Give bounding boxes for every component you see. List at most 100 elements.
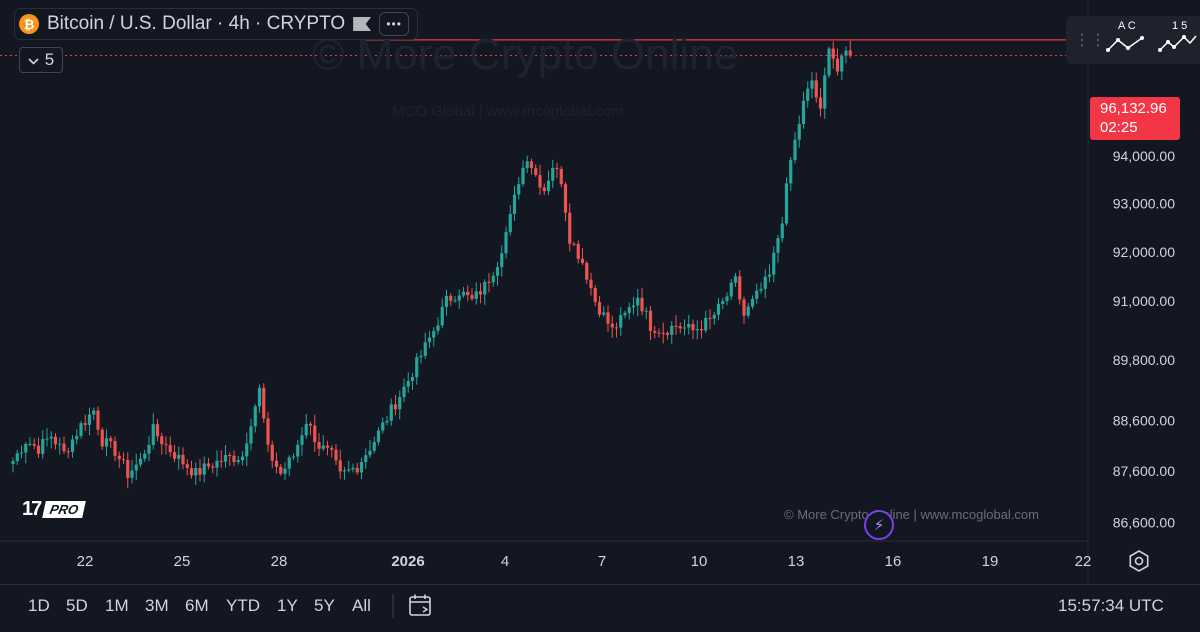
candle-body	[725, 296, 729, 302]
candle-body	[772, 252, 776, 275]
candle-body	[767, 274, 772, 277]
candle-body	[147, 444, 151, 454]
candle-body	[24, 444, 28, 453]
candle-body	[538, 175, 542, 188]
indicator-wave-abc[interactable]: A C	[1106, 20, 1146, 60]
candle-body	[551, 167, 555, 181]
candle-body	[653, 330, 657, 333]
candle-body	[512, 194, 517, 214]
candle-body	[274, 460, 279, 467]
candle-body	[130, 470, 134, 478]
candle-body	[321, 445, 325, 449]
settings-icon[interactable]	[1128, 550, 1150, 572]
candle-body	[194, 468, 198, 476]
time-tick-label: 10	[691, 553, 708, 570]
separator: ·	[255, 13, 262, 34]
candle-body	[100, 429, 104, 447]
candle-body	[461, 291, 466, 296]
price-tick-label: 93,000.00	[1113, 196, 1175, 212]
candle-body	[602, 312, 606, 315]
candle-body	[750, 298, 755, 307]
price-tick-label: 89,800.00	[1113, 352, 1175, 368]
candle-body	[678, 326, 682, 329]
range-5y-button[interactable]: 5Y	[314, 596, 335, 615]
candle-body	[253, 406, 257, 427]
flag-icon[interactable]	[353, 17, 372, 31]
candle-body	[546, 180, 551, 192]
candle-body	[623, 312, 627, 316]
candle-body	[317, 442, 321, 449]
range-all-button[interactable]: All	[352, 596, 371, 615]
candle-body	[143, 453, 147, 459]
calendar-icon[interactable]	[408, 593, 432, 617]
candle-body	[402, 386, 406, 398]
candle-body	[87, 414, 92, 425]
range-1d-button[interactable]: 1D	[28, 596, 50, 615]
candle-body	[670, 325, 674, 335]
candle-body	[334, 449, 338, 461]
range-1m-button[interactable]: 1M	[105, 596, 129, 615]
range-3m-button[interactable]: 3M	[145, 596, 169, 615]
candle-body	[45, 438, 49, 440]
candle-body	[249, 426, 253, 444]
candle-body	[359, 462, 364, 473]
candle-body	[160, 436, 164, 445]
more-button[interactable]: •••	[379, 12, 410, 36]
separator: ·	[217, 13, 224, 34]
candle-body	[738, 276, 742, 300]
indicator-panel[interactable]: ⋮⋮ A C 1 5	[1066, 16, 1200, 64]
candle-body	[708, 317, 712, 319]
candle-body	[109, 438, 113, 442]
candle-body	[138, 458, 143, 465]
candle-body	[619, 315, 623, 328]
time-tick-label: 22	[77, 553, 94, 570]
collapse-indicators-button[interactable]: 5	[19, 47, 63, 73]
candle-body	[66, 451, 70, 453]
candle-body	[755, 290, 759, 299]
candle-body	[823, 75, 827, 109]
candle-body	[827, 48, 831, 76]
candle-body	[368, 450, 372, 456]
candle-body	[759, 288, 763, 291]
indicator-label: 1 5	[1172, 20, 1188, 32]
lightning-icon[interactable]: ⚡	[864, 510, 894, 540]
candle-body	[219, 460, 223, 462]
tradingview-logo[interactable]: 17 PRO	[22, 498, 87, 521]
candle-body	[423, 342, 427, 356]
candle-body	[529, 161, 534, 169]
candle-body	[801, 100, 806, 125]
candle-body	[780, 223, 784, 239]
drag-handle-icon[interactable]: ⋮⋮	[1074, 32, 1106, 49]
candle-body	[296, 444, 300, 457]
range-ytd-button[interactable]: YTD	[226, 596, 260, 615]
candle-body	[291, 456, 296, 458]
candle-body	[687, 324, 691, 328]
symbol-header[interactable]: ₿ Bitcoin / U.S. Dollar · 4h · CRYPTO ••…	[14, 8, 419, 40]
range-6m-button[interactable]: 6M	[185, 596, 209, 615]
candle-body	[83, 423, 87, 425]
candle-body	[232, 455, 236, 462]
candle-body	[716, 303, 721, 315]
candle-body	[70, 439, 75, 452]
candle-body	[325, 445, 330, 448]
candle-body	[733, 276, 738, 283]
bitcoin-icon: ₿	[19, 14, 39, 34]
price-tick-label: 92,000.00	[1113, 244, 1175, 260]
candle-body	[245, 443, 249, 457]
candle-body	[840, 55, 844, 72]
current-price-label: 96,132.96 02:25	[1090, 97, 1180, 140]
range-5d-button[interactable]: 5D	[66, 596, 88, 615]
utc-clock[interactable]: 15:57:34 UTC	[1058, 596, 1164, 615]
symbol-name: Bitcoin / U.S. Dollar	[47, 13, 212, 34]
range-1y-button[interactable]: 1Y	[277, 596, 298, 615]
candle-body	[610, 323, 614, 328]
candle-body	[457, 295, 461, 301]
candle-body	[606, 312, 610, 324]
candle-body	[164, 444, 168, 446]
watermark-small: MCO Global | www.mcoglobal.com	[392, 103, 624, 120]
candle-body	[776, 238, 780, 253]
symbol-title[interactable]: Bitcoin / U.S. Dollar · 4h · CRYPTO	[47, 13, 345, 35]
candle-body	[393, 404, 398, 410]
indicator-wave-12345[interactable]: 1 5	[1158, 20, 1198, 60]
